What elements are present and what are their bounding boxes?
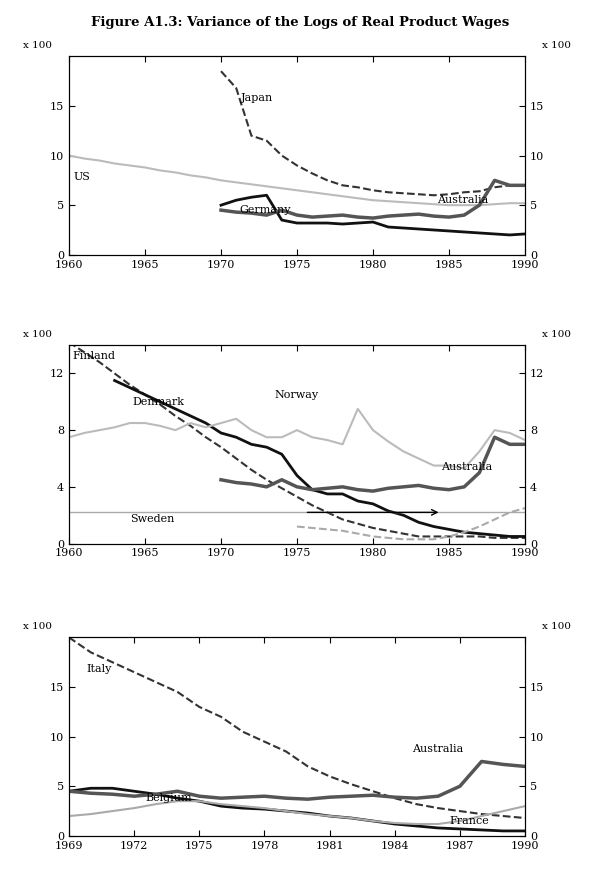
Text: Italy: Italy (86, 664, 112, 674)
Text: Finland: Finland (72, 351, 115, 361)
Text: Sweden: Sweden (130, 514, 174, 524)
Text: Japan: Japan (241, 93, 273, 103)
Text: Australia: Australia (437, 195, 488, 206)
Text: x 100: x 100 (542, 330, 571, 339)
Text: Australia: Australia (412, 744, 463, 754)
Text: x 100: x 100 (542, 622, 571, 631)
Text: France: France (449, 816, 489, 826)
Text: Norway: Norway (274, 390, 319, 400)
Text: Denmark: Denmark (133, 397, 185, 407)
Text: x 100: x 100 (23, 622, 52, 631)
Text: Australia: Australia (442, 462, 493, 472)
Text: x 100: x 100 (23, 41, 52, 50)
Text: x 100: x 100 (23, 330, 52, 339)
Text: x 100: x 100 (542, 41, 571, 50)
Text: US: US (74, 173, 91, 182)
Text: Belgium: Belgium (145, 793, 191, 803)
Text: Figure A1.3: Variance of the Logs of Real Product Wages: Figure A1.3: Variance of the Logs of Rea… (91, 16, 509, 30)
Text: Germany: Germany (239, 205, 291, 215)
